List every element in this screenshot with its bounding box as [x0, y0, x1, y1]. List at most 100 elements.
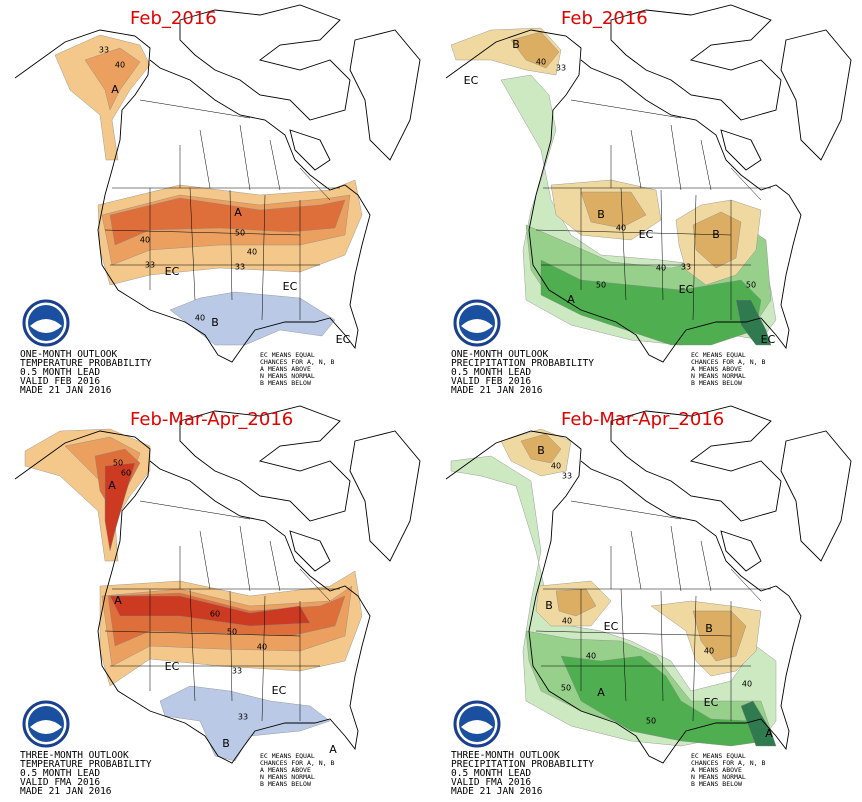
- map-label: 50: [561, 684, 571, 693]
- map-title: Feb-Mar-Apr_2016: [130, 409, 293, 430]
- map-label: 50: [646, 717, 656, 726]
- probability-area: [104, 462, 136, 552]
- probability-area: [450, 455, 777, 747]
- probability-area: [580, 191, 647, 229]
- borders: [535, 500, 771, 722]
- arctic-islands: [610, 4, 852, 171]
- probability-area: [692, 211, 742, 269]
- caption-line: MADE 21 JAN 2016: [20, 786, 112, 797]
- map-label: EC: [679, 283, 694, 296]
- map-label: 40: [247, 248, 257, 257]
- legend-line: EC MEANS EQUAL: [260, 351, 315, 359]
- map-label: EC: [165, 265, 180, 278]
- map-label: 40: [656, 264, 666, 273]
- arctic-islands: [610, 405, 852, 572]
- map-label: B: [222, 737, 230, 750]
- map-label: 40: [586, 652, 596, 661]
- map-label: EC: [283, 280, 298, 293]
- map-label: EC: [639, 228, 654, 241]
- caption-line: 0.5 MONTH LEAD: [20, 768, 100, 779]
- map-label: 33: [238, 713, 248, 722]
- map-label: 50: [235, 229, 245, 238]
- map-label: 50: [227, 628, 237, 637]
- coastline: [445, 430, 802, 764]
- legend-line: N MEANS NORMAL: [691, 372, 746, 380]
- logo-gull: [30, 720, 62, 734]
- map-label: EC: [336, 333, 351, 346]
- map-label: 33: [235, 263, 245, 272]
- caption-line: 0.5 MONTH LEAD: [451, 768, 531, 779]
- map-panel: Feb_2016 B 40 33 EC B 40 EC B 33 40 A 50 EC 50 EC NOAA ON…: [445, 4, 852, 396]
- map-label: A: [111, 83, 119, 96]
- map-label: 33: [681, 263, 691, 272]
- map-label: 40: [551, 462, 561, 471]
- legend-line: B MEANS BELOW: [260, 780, 311, 788]
- legend-line: B MEANS BELOW: [691, 780, 742, 788]
- map-label: 40: [616, 224, 626, 233]
- legend-line: N MEANS NORMAL: [260, 773, 315, 781]
- map-label: B: [705, 622, 713, 635]
- caption-line: MADE 21 JAN 2016: [451, 385, 543, 396]
- map-label: B: [537, 444, 545, 457]
- map-label: B: [545, 599, 553, 612]
- caption-line: 0.5 MONTH LEAD: [451, 367, 531, 378]
- caption-line: PRECIPITATION PROBABILITY: [451, 759, 594, 770]
- caption-line: MADE 21 JAN 2016: [20, 385, 112, 396]
- map-label: EC: [604, 620, 619, 633]
- logo-gull: [461, 720, 493, 734]
- map-label: B: [712, 228, 720, 241]
- borders: [535, 99, 771, 321]
- map-label: 50: [746, 281, 756, 290]
- caption-line: VALID FEB 2016: [20, 376, 100, 387]
- legend-line: CHANCES FOR A, N, B: [260, 358, 334, 366]
- map-label: 40: [195, 314, 205, 323]
- coastline: [14, 29, 371, 363]
- caption-line: VALID FMA 2016: [20, 777, 100, 788]
- map-label: EC: [704, 696, 719, 709]
- map-label: 40: [257, 643, 267, 652]
- map-label: B: [512, 38, 520, 51]
- coastline: [445, 29, 802, 363]
- map-label: 40: [115, 61, 125, 70]
- map-title: Feb_2016: [561, 8, 648, 29]
- logo-text: NOAA: [37, 716, 55, 722]
- arctic-islands: [179, 4, 421, 171]
- map-label: A: [329, 743, 337, 756]
- legend-line: B MEANS BELOW: [260, 379, 311, 387]
- logo-text: NOAA: [468, 315, 486, 321]
- map-label: B: [211, 316, 219, 329]
- caption-line: VALID FMA 2016: [451, 777, 531, 788]
- legend-line: N MEANS NORMAL: [691, 773, 746, 781]
- map-label: 40: [704, 647, 714, 656]
- legend-line: A MEANS ABOVE: [691, 365, 742, 373]
- legend-line: CHANCES FOR A, N, B: [260, 759, 334, 767]
- map-label: A: [114, 594, 122, 607]
- caption-line: MADE 21 JAN 2016: [451, 786, 543, 797]
- map-label: A: [597, 686, 605, 699]
- legend-line: CHANCES FOR A, N, B: [691, 759, 765, 767]
- caption-line: 0.5 MONTH LEAD: [20, 367, 100, 378]
- probability-area: [735, 299, 772, 346]
- legend-line: A MEANS ABOVE: [260, 365, 311, 373]
- map-label: 33: [145, 261, 155, 270]
- caption-line: THREE-MONTH OUTLOOK: [451, 750, 560, 761]
- map-label: A: [108, 479, 116, 492]
- probability-area: [159, 685, 331, 762]
- map-label: EC: [165, 660, 180, 673]
- map-label: A: [567, 293, 575, 306]
- map-label: 60: [121, 469, 131, 478]
- legend-line: N MEANS NORMAL: [260, 372, 315, 380]
- map-label: B: [597, 208, 605, 221]
- logo-gull: [30, 319, 62, 333]
- caption-line: ONE-MONTH OUTLOOK: [451, 349, 549, 360]
- caption-line: ONE-MONTH OUTLOOK: [20, 349, 118, 360]
- probability-area: [109, 197, 346, 246]
- logo-text: NOAA: [37, 315, 55, 321]
- caption-line: THREE-MONTH OUTLOOK: [20, 750, 129, 761]
- map-title: Feb_2016: [130, 8, 217, 29]
- legend-line: CHANCES FOR A, N, B: [691, 358, 765, 366]
- legend-line: A MEANS ABOVE: [691, 766, 742, 774]
- map-label: 40: [140, 236, 150, 245]
- map-label: EC: [761, 333, 776, 346]
